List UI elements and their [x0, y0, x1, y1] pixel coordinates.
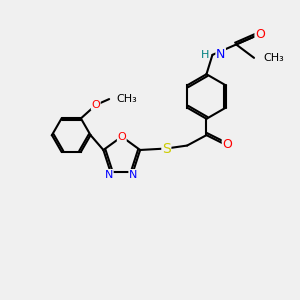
Text: N: N	[129, 169, 137, 179]
Text: O: O	[222, 138, 232, 151]
Text: O: O	[117, 132, 126, 142]
Text: N: N	[216, 48, 225, 62]
Text: CH₃: CH₃	[263, 53, 284, 63]
Text: H: H	[200, 50, 209, 60]
Text: S: S	[162, 142, 171, 155]
Text: O: O	[92, 100, 100, 110]
Text: N: N	[105, 169, 113, 179]
Text: O: O	[255, 28, 265, 40]
Text: CH₃: CH₃	[117, 94, 137, 104]
